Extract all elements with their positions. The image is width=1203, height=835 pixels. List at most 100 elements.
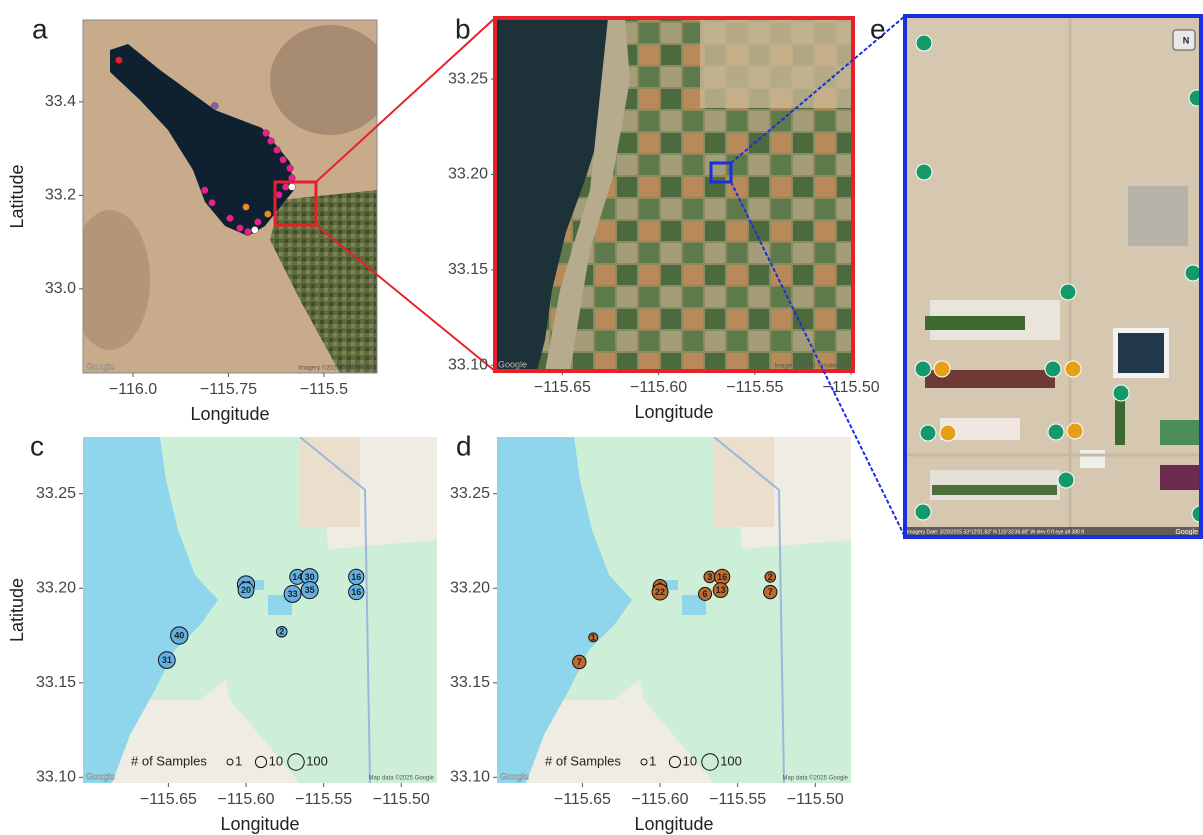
- y-tick-label: 33.10: [36, 769, 76, 786]
- panel-label: b: [455, 13, 471, 44]
- x-tick-label: −115.60: [217, 791, 274, 808]
- y-axis-title: Latitude: [7, 164, 27, 228]
- bubble-label: 16: [717, 572, 727, 582]
- bubble-label: 14: [292, 572, 302, 582]
- x-tick-label: −115.5: [300, 381, 348, 398]
- legend-label: 100: [720, 753, 742, 768]
- legend-label: 10: [683, 753, 697, 768]
- bubble-label: 7: [577, 657, 582, 667]
- bubble-label: 33: [288, 589, 298, 599]
- map-b: [495, 18, 853, 371]
- attribution: Imagery ©2025 TerraMetrics: [298, 365, 374, 372]
- point: [288, 175, 295, 182]
- point: [236, 225, 243, 232]
- y-tick-label: 33.15: [450, 674, 490, 691]
- point: [264, 211, 271, 218]
- y-tick-label: 33.25: [448, 70, 488, 87]
- compass: N: [1183, 35, 1190, 45]
- y-axis-title: Latitude: [7, 578, 27, 642]
- y-tick-label: 33.20: [450, 579, 490, 596]
- y-tick-label: 33.15: [36, 674, 76, 691]
- attribution: Google: [86, 771, 115, 781]
- photo-e: [905, 16, 1203, 537]
- attribution: Google: [1175, 529, 1198, 536]
- legend-label: 1: [235, 753, 242, 768]
- y-tick-label: 33.20: [36, 579, 76, 596]
- x-tick-label: −115.55: [709, 791, 766, 808]
- y-tick-label: 33.10: [450, 769, 490, 786]
- point: [273, 146, 280, 153]
- attribution: Map data ©2025 Google: [369, 775, 435, 782]
- map-d: [497, 437, 851, 783]
- map-c: [83, 437, 437, 783]
- x-tick-label: −115.55: [295, 791, 352, 808]
- bubble-label: 30: [305, 572, 315, 582]
- point: [251, 226, 258, 233]
- bubble-label: 22: [655, 587, 665, 597]
- y-tick-label: 33.20: [448, 166, 488, 183]
- panel-label: a: [32, 13, 48, 44]
- legend-label: 10: [269, 753, 283, 768]
- attribution: Imagery ©2025 TerraMetrics: [774, 363, 850, 370]
- attribution: Google: [498, 359, 527, 369]
- x-axis-title: Longitude: [634, 402, 713, 422]
- bubble-label: 2: [768, 572, 773, 582]
- point: [262, 130, 269, 137]
- y-tick-label: 33.10: [448, 356, 488, 373]
- bubble-label: 6: [703, 589, 708, 599]
- bubble-label: 1: [591, 632, 596, 642]
- point: [286, 165, 293, 172]
- panel-label: c: [30, 430, 44, 461]
- bubble-label: 3: [707, 572, 712, 582]
- legend-label: 1: [649, 753, 656, 768]
- legend-title: # of Samples: [545, 753, 621, 768]
- legend-title: # of Samples: [131, 753, 207, 768]
- attribution: Google: [86, 361, 115, 371]
- attribution: Imagery Date: 3/20/2015 33°12'01.83" N 1…: [907, 529, 1085, 535]
- bubble-label: 35: [305, 585, 315, 595]
- bubble-label: 16: [351, 572, 361, 582]
- point: [243, 204, 250, 211]
- point: [254, 218, 261, 225]
- y-tick-label: 33.15: [448, 261, 488, 278]
- x-tick-label: −115.65: [140, 791, 197, 808]
- y-tick-label: 33.25: [36, 485, 76, 502]
- map-a: [70, 20, 390, 373]
- figure: N Imagery Date: 3/20/2015 33°12'01.83" N…: [0, 0, 1203, 835]
- y-tick-label: 33.2: [45, 187, 76, 204]
- point: [211, 103, 218, 110]
- x-tick-label: −115.50: [787, 791, 844, 808]
- panel-label: d: [456, 430, 472, 461]
- bubble-label: 40: [174, 630, 184, 640]
- bubble-label: 13: [716, 585, 726, 595]
- x-tick-label: −115.55: [726, 379, 783, 396]
- point: [267, 138, 274, 145]
- bubble-label: 16: [351, 587, 361, 597]
- point: [288, 183, 295, 190]
- point: [201, 187, 208, 194]
- x-tick-label: −115.65: [554, 791, 611, 808]
- x-tick-label: −115.65: [534, 379, 591, 396]
- x-tick-label: −115.60: [631, 791, 688, 808]
- panel-label: e: [870, 13, 886, 44]
- bubble-label: 2: [279, 627, 284, 637]
- point: [115, 57, 122, 64]
- y-tick-label: 33.25: [450, 485, 490, 502]
- x-axis-title: Longitude: [220, 814, 299, 834]
- bubble-label: 7: [768, 587, 773, 597]
- x-axis-title: Longitude: [190, 404, 269, 424]
- y-tick-label: 33.4: [45, 93, 76, 110]
- x-tick-label: −115.50: [373, 791, 430, 808]
- point: [227, 215, 234, 222]
- point: [209, 199, 216, 206]
- bubble-label: 31: [162, 655, 172, 665]
- legend-label: 100: [306, 753, 328, 768]
- x-tick-label: −116.0: [109, 381, 157, 398]
- x-axis-title: Longitude: [634, 814, 713, 834]
- point: [280, 156, 287, 163]
- bubble-label: 20: [241, 585, 251, 595]
- y-tick-label: 33.0: [45, 280, 76, 297]
- x-tick-label: −115.75: [200, 381, 257, 398]
- attribution: Map data ©2025 Google: [783, 775, 849, 782]
- x-tick-label: −115.50: [823, 379, 880, 396]
